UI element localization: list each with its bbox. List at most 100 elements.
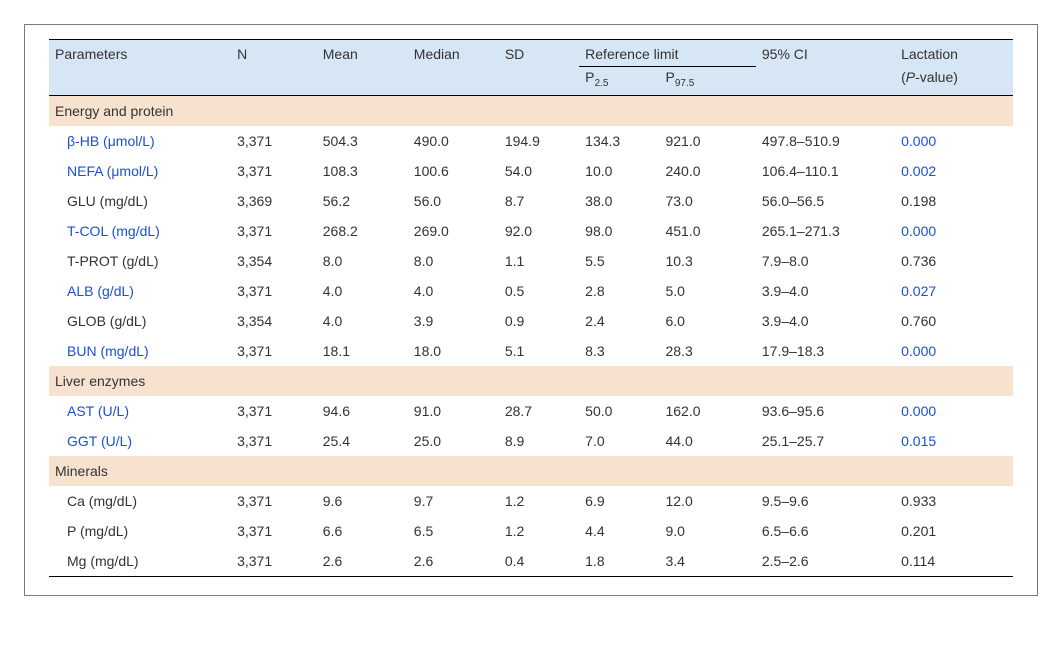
cell-p25: 98.0 — [579, 216, 659, 246]
cell-n: 3,371 — [231, 426, 317, 456]
cell-mean: 94.6 — [317, 396, 408, 426]
cell-pvalue: 0.015 — [895, 426, 1013, 456]
cell-p25: 5.5 — [579, 246, 659, 276]
cell-p975: 5.0 — [659, 276, 755, 306]
cell-mean: 504.3 — [317, 126, 408, 156]
cell-mean: 8.0 — [317, 246, 408, 276]
table-row: GGT (U/L)3,37125.425.08.97.044.025.1–25.… — [49, 426, 1013, 456]
cell-parameter: T-PROT (g/dL) — [49, 246, 231, 276]
cell-sd: 54.0 — [499, 156, 579, 186]
cell-sd: 8.9 — [499, 426, 579, 456]
cell-n: 3,371 — [231, 156, 317, 186]
cell-sd: 1.2 — [499, 486, 579, 516]
cell-p975: 12.0 — [659, 486, 755, 516]
cell-ci: 265.1–271.3 — [756, 216, 895, 246]
cell-n: 3,354 — [231, 246, 317, 276]
cell-pvalue: 0.933 — [895, 486, 1013, 516]
section-title: Liver enzymes — [49, 366, 1013, 396]
table-header: Parameters N Mean Median SD Reference li… — [49, 40, 1013, 96]
cell-ci: 2.5–2.6 — [756, 546, 895, 577]
table-row: BUN (mg/dL)3,37118.118.05.18.328.317.9–1… — [49, 336, 1013, 366]
cell-parameter: GGT (U/L) — [49, 426, 231, 456]
cell-ci: 3.9–4.0 — [756, 306, 895, 336]
cell-mean: 9.6 — [317, 486, 408, 516]
cell-pvalue: 0.000 — [895, 396, 1013, 426]
cell-pvalue: 0.000 — [895, 126, 1013, 156]
table-row: GLU (mg/dL)3,36956.256.08.738.073.056.0–… — [49, 186, 1013, 216]
cell-n: 3,371 — [231, 486, 317, 516]
section-title: Minerals — [49, 456, 1013, 486]
cell-p25: 134.3 — [579, 126, 659, 156]
cell-median: 56.0 — [408, 186, 499, 216]
cell-pvalue: 0.736 — [895, 246, 1013, 276]
cell-p25: 7.0 — [579, 426, 659, 456]
cell-n: 3,371 — [231, 216, 317, 246]
cell-p25: 38.0 — [579, 186, 659, 216]
cell-ci: 497.8–510.9 — [756, 126, 895, 156]
cell-parameter: GLOB (g/dL) — [49, 306, 231, 336]
cell-mean: 4.0 — [317, 306, 408, 336]
cell-pvalue: 0.000 — [895, 216, 1013, 246]
cell-n: 3,371 — [231, 126, 317, 156]
cell-parameter: P (mg/dL) — [49, 516, 231, 546]
table-row: Ca (mg/dL)3,3719.69.71.26.912.09.5–9.60.… — [49, 486, 1013, 516]
table-body: Energy and proteinβ-HB (μmol/L)3,371504.… — [49, 95, 1013, 576]
cell-p25: 4.4 — [579, 516, 659, 546]
stats-table: Parameters N Mean Median SD Reference li… — [49, 39, 1013, 577]
cell-p975: 921.0 — [659, 126, 755, 156]
table-row: Mg (mg/dL)3,3712.62.60.41.83.42.5–2.60.1… — [49, 546, 1013, 577]
cell-median: 269.0 — [408, 216, 499, 246]
table-row: P (mg/dL)3,3716.66.51.24.49.06.5–6.60.20… — [49, 516, 1013, 546]
cell-mean: 25.4 — [317, 426, 408, 456]
cell-p975: 9.0 — [659, 516, 755, 546]
cell-sd: 28.7 — [499, 396, 579, 426]
cell-parameter: Mg (mg/dL) — [49, 546, 231, 577]
cell-p975: 240.0 — [659, 156, 755, 186]
cell-n: 3,371 — [231, 276, 317, 306]
col-p25: P2.5 — [579, 67, 659, 96]
cell-p975: 10.3 — [659, 246, 755, 276]
cell-mean: 108.3 — [317, 156, 408, 186]
col-p975: P97.5 — [659, 67, 755, 96]
cell-sd: 1.2 — [499, 516, 579, 546]
cell-parameter: GLU (mg/dL) — [49, 186, 231, 216]
cell-n: 3,369 — [231, 186, 317, 216]
cell-sd: 8.7 — [499, 186, 579, 216]
col-ci-blank — [756, 67, 895, 96]
cell-ci: 7.9–8.0 — [756, 246, 895, 276]
cell-pvalue: 0.114 — [895, 546, 1013, 577]
cell-p975: 162.0 — [659, 396, 755, 426]
cell-n: 3,371 — [231, 336, 317, 366]
cell-sd: 5.1 — [499, 336, 579, 366]
cell-ci: 17.9–18.3 — [756, 336, 895, 366]
cell-median: 3.9 — [408, 306, 499, 336]
cell-p25: 8.3 — [579, 336, 659, 366]
cell-n: 3,371 — [231, 546, 317, 577]
cell-p975: 3.4 — [659, 546, 755, 577]
cell-mean: 6.6 — [317, 516, 408, 546]
cell-mean: 18.1 — [317, 336, 408, 366]
section-row: Liver enzymes — [49, 366, 1013, 396]
cell-mean: 56.2 — [317, 186, 408, 216]
col-mean: Mean — [317, 40, 408, 96]
cell-sd: 0.5 — [499, 276, 579, 306]
col-lactation: Lactation — [895, 40, 1013, 67]
cell-sd: 1.1 — [499, 246, 579, 276]
table-row: T-COL (mg/dL)3,371268.2269.092.098.0451.… — [49, 216, 1013, 246]
cell-sd: 0.9 — [499, 306, 579, 336]
cell-median: 9.7 — [408, 486, 499, 516]
cell-mean: 2.6 — [317, 546, 408, 577]
cell-parameter: BUN (mg/dL) — [49, 336, 231, 366]
cell-median: 8.0 — [408, 246, 499, 276]
cell-median: 91.0 — [408, 396, 499, 426]
cell-ci: 6.5–6.6 — [756, 516, 895, 546]
table-row: AST (U/L)3,37194.691.028.750.0162.093.6–… — [49, 396, 1013, 426]
cell-p25: 2.4 — [579, 306, 659, 336]
cell-p25: 10.0 — [579, 156, 659, 186]
cell-sd: 92.0 — [499, 216, 579, 246]
cell-ci: 93.6–95.6 — [756, 396, 895, 426]
cell-p25: 6.9 — [579, 486, 659, 516]
cell-parameter: Ca (mg/dL) — [49, 486, 231, 516]
cell-median: 25.0 — [408, 426, 499, 456]
section-row: Minerals — [49, 456, 1013, 486]
